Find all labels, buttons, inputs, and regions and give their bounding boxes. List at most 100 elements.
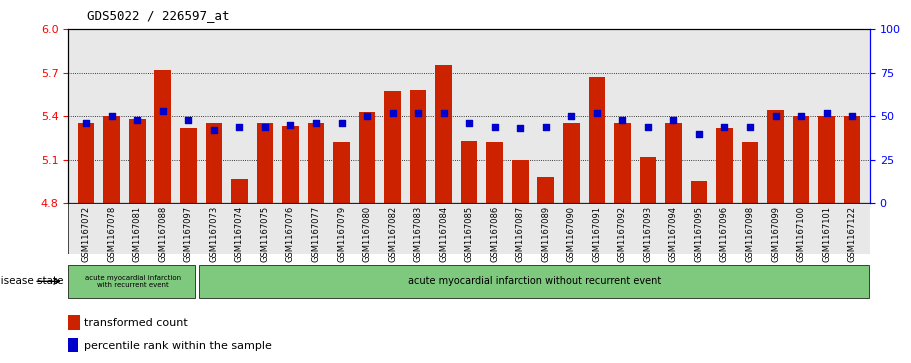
- Text: GSM1167075: GSM1167075: [261, 206, 270, 262]
- Text: GSM1167090: GSM1167090: [567, 206, 576, 262]
- Text: GSM1167095: GSM1167095: [694, 206, 703, 262]
- Bar: [129, 119, 146, 203]
- Point: [615, 117, 630, 123]
- Text: GSM1167079: GSM1167079: [337, 206, 346, 262]
- Bar: [589, 77, 605, 203]
- Bar: [818, 116, 834, 203]
- Text: GSM1167098: GSM1167098: [745, 206, 754, 262]
- Bar: [793, 116, 809, 203]
- Text: GSM1167072: GSM1167072: [82, 206, 91, 262]
- Point: [742, 124, 757, 130]
- Text: GSM1167087: GSM1167087: [516, 206, 525, 262]
- Point: [589, 110, 604, 115]
- Bar: [844, 116, 860, 203]
- Bar: [282, 126, 299, 203]
- Point: [334, 120, 349, 126]
- Bar: [206, 123, 222, 203]
- FancyBboxPatch shape: [199, 265, 869, 298]
- Point: [768, 113, 783, 119]
- Point: [283, 122, 298, 128]
- Text: GSM1167074: GSM1167074: [235, 206, 244, 262]
- Bar: [461, 141, 477, 203]
- Text: GSM1167076: GSM1167076: [286, 206, 295, 262]
- Bar: [257, 123, 273, 203]
- Text: acute myocardial infarction without recurrent event: acute myocardial infarction without recu…: [408, 276, 661, 286]
- Bar: [155, 70, 171, 203]
- Point: [538, 124, 553, 130]
- Point: [309, 120, 323, 126]
- Bar: [614, 123, 630, 203]
- Bar: [691, 182, 707, 203]
- Bar: [104, 116, 120, 203]
- Text: percentile rank within the sample: percentile rank within the sample: [84, 341, 272, 351]
- Text: GSM1167080: GSM1167080: [363, 206, 372, 262]
- Bar: [767, 110, 783, 203]
- FancyBboxPatch shape: [68, 265, 195, 298]
- Point: [564, 113, 578, 119]
- Point: [666, 117, 681, 123]
- Point: [819, 110, 834, 115]
- Text: GSM1167083: GSM1167083: [414, 206, 423, 262]
- Bar: [742, 142, 758, 203]
- Bar: [537, 177, 554, 203]
- Text: GSM1167100: GSM1167100: [796, 206, 805, 262]
- Bar: [486, 142, 503, 203]
- Text: GSM1167091: GSM1167091: [592, 206, 601, 262]
- Text: GSM1167085: GSM1167085: [465, 206, 474, 262]
- Text: transformed count: transformed count: [84, 318, 188, 328]
- Bar: [512, 160, 528, 203]
- Point: [232, 124, 247, 130]
- Point: [691, 131, 706, 136]
- Bar: [716, 128, 732, 203]
- Point: [640, 124, 655, 130]
- Point: [793, 113, 808, 119]
- Text: GSM1167122: GSM1167122: [847, 206, 856, 262]
- Point: [105, 113, 119, 119]
- Point: [360, 113, 374, 119]
- Text: GSM1167082: GSM1167082: [388, 206, 397, 262]
- Point: [181, 117, 196, 123]
- Point: [207, 127, 221, 133]
- Bar: [231, 179, 248, 203]
- Bar: [665, 123, 681, 203]
- Text: GSM1167086: GSM1167086: [490, 206, 499, 262]
- Bar: [640, 157, 656, 203]
- Bar: [68, 315, 80, 330]
- Text: disease state: disease state: [0, 276, 64, 286]
- Text: GSM1167093: GSM1167093: [643, 206, 652, 262]
- Point: [258, 124, 272, 130]
- Point: [717, 124, 732, 130]
- Bar: [333, 142, 350, 203]
- Text: GSM1167092: GSM1167092: [618, 206, 627, 262]
- Text: GSM1167088: GSM1167088: [159, 206, 168, 262]
- Text: GSM1167078: GSM1167078: [107, 206, 117, 262]
- Bar: [78, 123, 95, 203]
- Point: [436, 110, 451, 115]
- Point: [79, 120, 94, 126]
- Bar: [410, 90, 426, 203]
- Text: GSM1167077: GSM1167077: [312, 206, 321, 262]
- Text: GDS5022 / 226597_at: GDS5022 / 226597_at: [87, 9, 229, 22]
- Bar: [563, 123, 579, 203]
- Bar: [180, 128, 197, 203]
- Point: [411, 110, 425, 115]
- Bar: [359, 112, 375, 203]
- Bar: [68, 338, 78, 352]
- Bar: [68, 203, 870, 254]
- Point: [462, 120, 476, 126]
- Bar: [384, 91, 401, 203]
- Point: [385, 110, 400, 115]
- Bar: [308, 123, 324, 203]
- Text: GSM1167101: GSM1167101: [822, 206, 831, 262]
- Point: [156, 108, 170, 114]
- Text: GSM1167089: GSM1167089: [541, 206, 550, 262]
- Text: GSM1167099: GSM1167099: [771, 206, 780, 262]
- Point: [130, 117, 145, 123]
- Point: [487, 124, 502, 130]
- Text: GSM1167097: GSM1167097: [184, 206, 193, 262]
- Point: [844, 113, 859, 119]
- Text: GSM1167073: GSM1167073: [210, 206, 219, 262]
- Point: [513, 126, 527, 131]
- Text: GSM1167084: GSM1167084: [439, 206, 448, 262]
- Text: GSM1167096: GSM1167096: [720, 206, 729, 262]
